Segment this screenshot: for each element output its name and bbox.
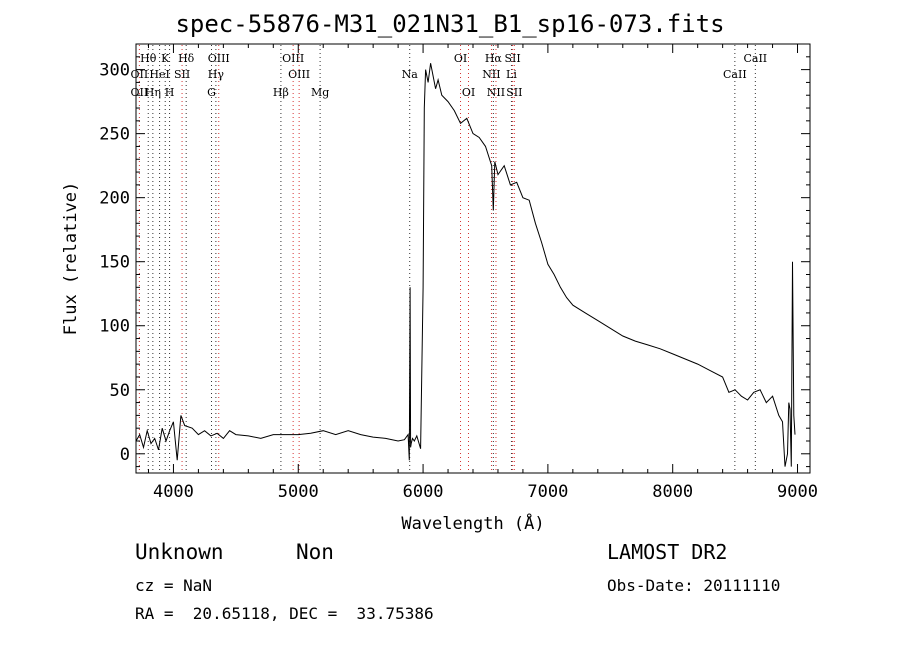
chart-title: spec-55876-M31_021N31_B1_sp16-073.fits [175, 10, 725, 38]
line-marker-label: SII [506, 86, 522, 99]
x-tick-label: 7000 [527, 482, 568, 502]
y-tick-label: 50 [110, 381, 130, 401]
line-marker-label: K [161, 52, 170, 65]
obs-date-label: Obs-Date: 20111110 [607, 576, 781, 595]
line-marker-label: CaII [743, 52, 767, 65]
line-marker-label: Li [506, 68, 517, 81]
line-marker-label: SII [504, 52, 520, 65]
x-tick-label: 6000 [403, 482, 444, 502]
y-axis-label: Flux (relative) [61, 182, 81, 336]
x-tick-label: 8000 [652, 482, 693, 502]
survey-label: LAMOST DR2 [607, 540, 728, 564]
line-marker-label: OI [462, 86, 475, 99]
line-marker-label: Hδ [178, 52, 195, 65]
line-marker-label: OIII [282, 52, 304, 65]
x-tick-label: 4000 [153, 482, 194, 502]
line-marker-label: NII [482, 68, 500, 81]
y-tick-label: 300 [99, 61, 130, 81]
spectrum-line [135, 63, 796, 467]
y-tick-label: 0 [120, 445, 130, 465]
line-marker-label: SII [174, 68, 190, 81]
x-axis: 4000 5000 6000 7000 8000 9000 [147, 44, 818, 502]
line-marker-label: Hθ [140, 52, 157, 65]
radec-label: RA = 20.65118, DEC = 33.75386 [135, 604, 434, 623]
y-axis: 0 50 100 150 200 250 300 [99, 56, 810, 468]
redshift-label: cz = NaN [135, 576, 213, 595]
x-tick-label: 9000 [777, 482, 818, 502]
class-label: Unknown [135, 540, 224, 564]
line-marker-label: OIII [208, 52, 230, 65]
x-tick-label: 5000 [278, 482, 319, 502]
line-marker-label: OIII [288, 68, 310, 81]
line-marker-label: NII [487, 86, 505, 99]
line-marker-label: Hη [145, 86, 161, 99]
plot-frame [135, 43, 811, 474]
y-tick-label: 200 [99, 189, 130, 209]
line-markers [138, 45, 756, 472]
line-marker-label: Hβ [273, 86, 289, 99]
line-marker-label: OI [454, 52, 467, 65]
y-tick-label: 250 [99, 125, 130, 145]
line-marker-label: Mg [311, 86, 329, 99]
y-tick-label: 150 [99, 253, 130, 273]
y-tick-label: 100 [99, 317, 130, 337]
line-marker-label: H [165, 86, 175, 99]
line-marker-label: Hα [485, 52, 503, 65]
line-marker-label: OII [131, 86, 149, 99]
line-marker-label: CaII [723, 68, 747, 81]
line-marker-label: HeI [149, 68, 169, 81]
x-axis-label: Wavelength (Å) [401, 512, 544, 534]
line-marker-label: OII [131, 68, 149, 81]
line-marker-label: G [207, 86, 216, 99]
line-marker-label: Na [402, 68, 419, 81]
subclass-label: Non [296, 540, 334, 564]
line-marker-label: Hγ [208, 68, 225, 81]
